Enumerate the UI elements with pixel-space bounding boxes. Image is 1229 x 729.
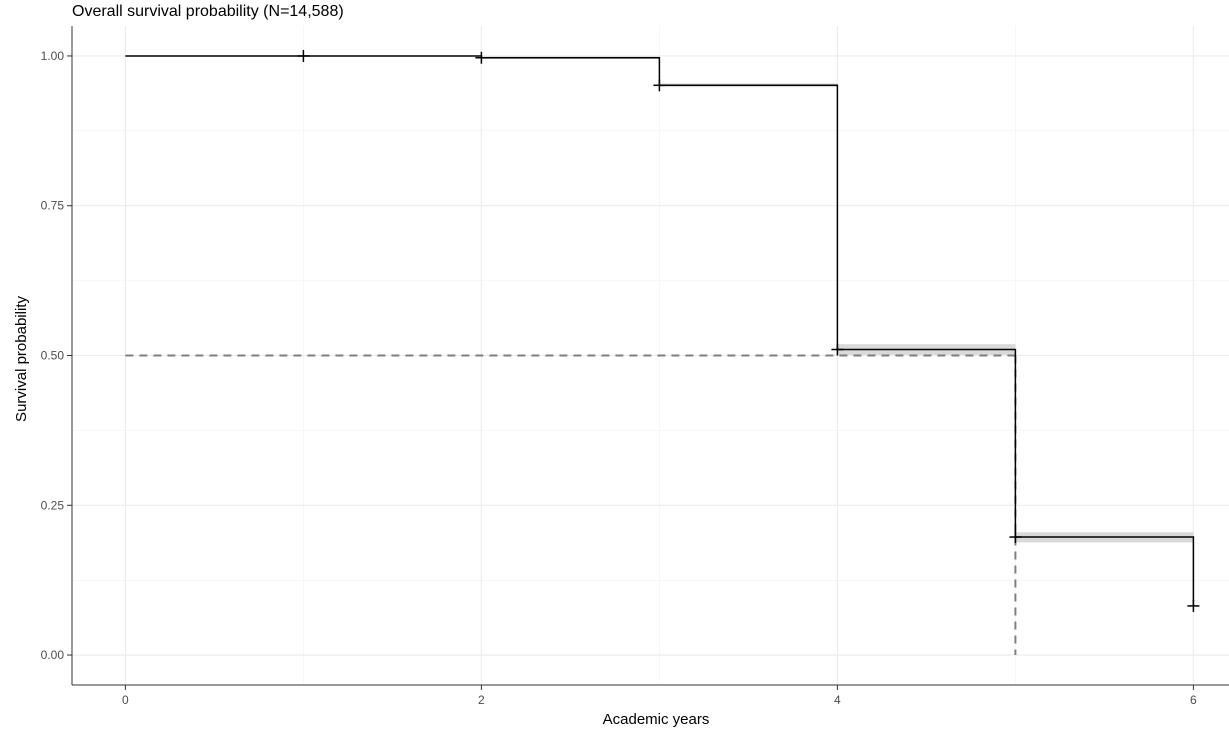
tick-labels-layer: 0 2 4 6 0.00 0.25 0.50 0.75 1.00 — [41, 49, 1197, 707]
y-axis-title: Survival probability — [13, 296, 30, 422]
survival-curve-layer — [125, 55, 1195, 606]
y-tick-label: 1.00 — [41, 49, 65, 63]
y-tick-label: 0.75 — [41, 199, 65, 213]
chart-title: Overall survival probability (N=14,588) — [72, 3, 344, 20]
y-tick-label: 0.50 — [41, 349, 65, 363]
y-tick-label: 0.00 — [41, 648, 65, 662]
x-tick-label: 2 — [478, 693, 485, 707]
y-tick-label: 0.25 — [41, 498, 65, 512]
x-axis-title: Academic years — [603, 711, 710, 728]
axes-layer — [67, 26, 1229, 690]
x-tick-label: 0 — [122, 693, 129, 707]
survival-step-line — [125, 55, 1195, 606]
x-tick-label: 4 — [834, 693, 841, 707]
x-tick-label: 6 — [1190, 693, 1197, 707]
censor-marks-layer — [297, 49, 1200, 612]
